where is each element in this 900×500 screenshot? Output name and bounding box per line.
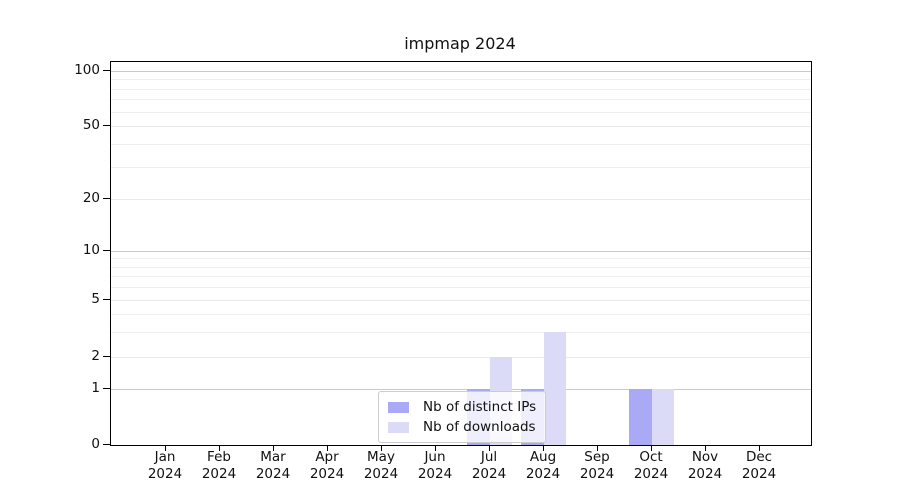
x-tick-mark [705, 446, 706, 451]
minor-gridline [111, 99, 811, 101]
decade-gridline [111, 389, 811, 390]
x-tick-label: Apr 2024 [299, 449, 355, 482]
y-tick-mark [103, 70, 110, 71]
x-tick-label: Nov 2024 [677, 449, 733, 482]
x-tick-label: Dec 2024 [731, 449, 787, 482]
x-tick-mark [543, 446, 544, 451]
y-tick-mark [103, 198, 110, 199]
legend-item: Nb of distinct IPs [388, 397, 536, 417]
y-tick-mark [103, 356, 110, 357]
x-tick-month: Oct [639, 449, 663, 465]
y-tick-label: 50 [82, 117, 100, 133]
bar-downloads [652, 389, 674, 445]
legend-item-label: Nb of downloads [423, 419, 536, 435]
x-tick-year: 2024 [201, 465, 237, 482]
x-tick-mark [327, 446, 328, 451]
minor-gridline [111, 313, 811, 315]
x-tick-label: Feb 2024 [191, 449, 247, 482]
x-tick-label: Jul 2024 [461, 449, 517, 482]
x-tick-month: Jul [480, 449, 498, 465]
x-tick-mark [759, 446, 760, 451]
x-tick-label: Jan 2024 [137, 449, 193, 482]
x-tick-month: Jan [154, 449, 176, 465]
x-tick-year: 2024 [309, 465, 345, 482]
minor-gridline [111, 287, 811, 289]
x-tick-year: 2024 [579, 465, 615, 482]
y-tick-mark [103, 125, 110, 126]
minor-gridline [111, 276, 811, 278]
y-tick-mark [103, 443, 110, 445]
legend-swatch-downloads [388, 421, 409, 433]
x-tick-month: Mar [260, 449, 286, 465]
x-tick-month: Jun [424, 449, 446, 465]
x-tick-year: 2024 [687, 465, 723, 482]
y-tick-label: 2 [91, 348, 100, 364]
x-tick-year: 2024 [741, 465, 777, 482]
decade-gridline [111, 71, 811, 72]
x-tick-label: Oct 2024 [623, 449, 679, 482]
minor-gridline [111, 331, 811, 333]
major-gridline [111, 126, 811, 127]
bar-downloads [544, 331, 566, 445]
y-tick-mark [103, 388, 110, 389]
minor-gridline [111, 266, 811, 268]
minor-gridline [111, 143, 811, 145]
y-tick-label: 5 [91, 291, 100, 307]
x-tick-year: 2024 [525, 465, 561, 482]
x-tick-mark [651, 446, 652, 451]
x-tick-label: Mar 2024 [245, 449, 301, 482]
legend-item: Nb of downloads [388, 417, 536, 437]
plot-area: Nb of distinct IPs Nb of downloads [110, 61, 812, 446]
x-tick-mark [597, 446, 598, 451]
y-tick-label: 1 [91, 380, 100, 396]
minor-gridline [111, 79, 811, 81]
legend: Nb of distinct IPs Nb of downloads [378, 391, 547, 443]
y-tick-mark [103, 250, 110, 251]
y-tick-label: 20 [82, 190, 100, 206]
x-tick-year: 2024 [417, 465, 453, 482]
minor-gridline [111, 166, 811, 168]
decade-gridline [111, 251, 811, 252]
bar-distinct-ips [629, 389, 652, 445]
x-tick-year: 2024 [255, 465, 291, 482]
x-tick-label: Aug 2024 [515, 449, 571, 482]
x-tick-year: 2024 [147, 465, 183, 482]
major-gridline [111, 300, 811, 301]
y-tick-label: 100 [74, 62, 100, 78]
x-tick-month: Feb [207, 449, 231, 465]
x-tick-year: 2024 [633, 465, 669, 482]
legend-item-label: Nb of distinct IPs [423, 399, 537, 415]
x-tick-month: Apr [315, 449, 339, 465]
y-tick-label: 0 [91, 435, 100, 452]
x-tick-mark [165, 446, 166, 451]
major-gridline [111, 199, 811, 200]
y-tick-label: 10 [82, 242, 100, 258]
x-tick-month: Dec [745, 449, 773, 465]
x-tick-month: May [367, 449, 395, 465]
minor-gridline [111, 88, 811, 90]
x-tick-mark [435, 446, 436, 451]
x-tick-month: Aug [529, 449, 557, 465]
minor-gridline [111, 111, 811, 113]
x-tick-label: May 2024 [353, 449, 409, 482]
x-tick-mark [489, 446, 490, 451]
minor-gridline [111, 258, 811, 260]
legend-swatch-distinct-ips [388, 401, 409, 413]
chart-title: impmap 2024 [404, 34, 516, 53]
x-tick-year: 2024 [363, 465, 399, 482]
x-tick-month: Sep [584, 449, 610, 465]
x-tick-label: Jun 2024 [407, 449, 463, 482]
x-tick-month: Nov [691, 449, 719, 465]
x-tick-mark [381, 446, 382, 451]
major-gridline [111, 357, 811, 358]
x-tick-mark [219, 446, 220, 451]
x-tick-year: 2024 [471, 465, 507, 482]
x-tick-label: Sep 2024 [569, 449, 625, 482]
x-tick-mark [273, 446, 274, 451]
y-tick-mark [103, 299, 110, 300]
